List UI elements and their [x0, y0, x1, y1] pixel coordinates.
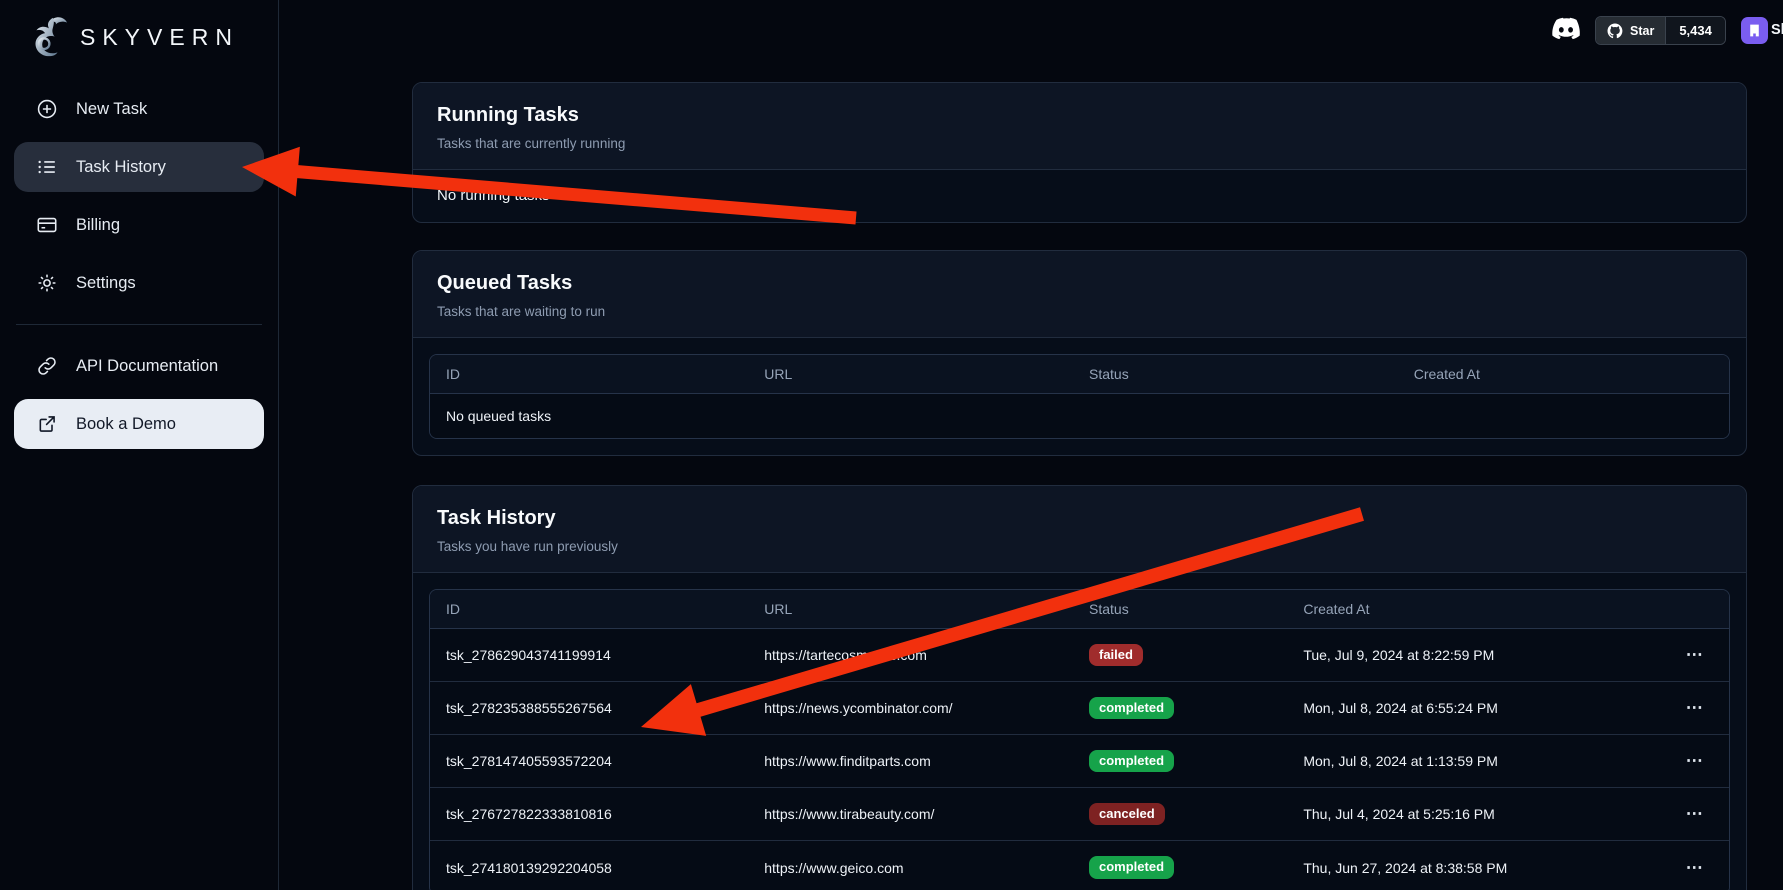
task-url: https://www.finditparts.com [748, 735, 1073, 788]
panel-subtitle: Tasks that are waiting to run [437, 304, 606, 319]
row-actions-button[interactable]: ⋯ [1678, 800, 1712, 828]
queued-tasks-table: ID URL Status Created At No queued tasks [429, 354, 1730, 439]
column-header-status: Status [1073, 355, 1398, 394]
task-id: tsk_276727822333810816 [430, 788, 749, 841]
user-name-clipped: Sk [1771, 22, 1783, 38]
sidebar-item-new-task[interactable]: New Task [14, 84, 264, 134]
external-link-icon [36, 413, 58, 435]
building-icon [1750, 24, 1759, 37]
row-actions-button[interactable]: ⋯ [1678, 747, 1712, 775]
sidebar-item-label: Billing [76, 215, 121, 234]
sidebar-item-label: Book a Demo [76, 414, 176, 433]
task-id: tsk_278235388555267564 [430, 682, 749, 735]
sidebar-item-api-documentation[interactable]: API Documentation [14, 341, 264, 391]
sidebar-item-settings[interactable]: Settings [14, 258, 264, 308]
queued-empty-row: No queued tasks [430, 394, 1729, 438]
panel-title: Running Tasks [437, 104, 579, 126]
sidebar-item-book-a-demo[interactable]: Book a Demo [14, 399, 264, 449]
row-actions-button[interactable]: ⋯ [1678, 854, 1712, 882]
task-id: tsk_274180139292204058 [430, 841, 749, 890]
task-id: tsk_278147405593572204 [430, 735, 749, 788]
running-tasks-empty-message: No running tasks [437, 187, 550, 204]
queued-tasks-header: Queued Tasks Tasks that are waiting to r… [413, 251, 1746, 338]
panel-subtitle: Tasks that are currently running [437, 136, 626, 151]
brand-logo[interactable]: SKYVERN [14, 12, 264, 70]
task-id: tsk_278629043741199914 [430, 629, 749, 682]
task-history-header: Task History Tasks you have run previous… [413, 486, 1746, 573]
status-badge: completed [1089, 749, 1175, 773]
sidebar-item-label: New Task [76, 99, 148, 118]
panel-title: Task History [437, 507, 556, 529]
sidebar-item-label: API Documentation [76, 356, 219, 375]
row-actions-button[interactable]: ⋯ [1678, 694, 1712, 722]
running-tasks-header: Running Tasks Tasks that are currently r… [413, 83, 1746, 170]
github-star-button[interactable]: Star 5,434 [1595, 16, 1726, 45]
task-url: https://news.ycombinator.com/ [748, 682, 1073, 735]
task-created-at: Mon, Jul 8, 2024 at 1:13:59 PM [1287, 735, 1645, 788]
column-header-created-at: Created At [1397, 355, 1729, 394]
task-history-panel: Task History Tasks you have run previous… [412, 485, 1747, 890]
row-actions-button[interactable]: ⋯ [1678, 641, 1712, 669]
column-header-id: ID [430, 590, 749, 629]
sidebar-item-label: Task History [76, 157, 166, 176]
table-header-row: ID URL Status Created At [430, 590, 1729, 629]
column-header-url: URL [748, 590, 1073, 629]
table-header-row: ID URL Status Created At [430, 355, 1729, 394]
panel-subtitle: Tasks you have run previously [437, 539, 618, 554]
gear-icon [36, 272, 58, 294]
task-row[interactable]: tsk_274180139292204058 https://www.geico… [430, 841, 1729, 890]
task-history-table: ID URL Status Created At tsk_27862904374… [429, 589, 1730, 890]
running-tasks-panel: Running Tasks Tasks that are currently r… [412, 82, 1747, 223]
task-created-at: Thu, Jul 4, 2024 at 5:25:16 PM [1287, 788, 1645, 841]
status-badge: failed [1089, 643, 1143, 667]
main-content: Running Tasks Tasks that are currently r… [412, 0, 1747, 890]
task-row[interactable]: tsk_276727822333810816 https://www.tirab… [430, 788, 1729, 841]
sidebar-nav: New Task Task History Billing [14, 84, 264, 457]
task-row[interactable]: tsk_278147405593572204 https://www.findi… [430, 735, 1729, 788]
star-count[interactable]: 5,434 [1665, 17, 1725, 44]
sidebar-item-billing[interactable]: Billing [14, 200, 264, 250]
task-created-at: Mon, Jul 8, 2024 at 6:55:24 PM [1287, 682, 1645, 735]
sidebar: SKYVERN New Task Task History [0, 0, 279, 890]
column-header-id: ID [430, 355, 749, 394]
task-url: https://tartecosmetics.com [748, 629, 1073, 682]
dragon-logo-icon [35, 17, 68, 57]
star-label: Star [1630, 23, 1655, 38]
brand-name: SKYVERN [80, 23, 239, 50]
discord-icon[interactable] [1550, 17, 1582, 43]
column-header-status: Status [1073, 590, 1288, 629]
credit-card-icon [36, 214, 58, 236]
task-row[interactable]: tsk_278235388555267564 https://news.ycom… [430, 682, 1729, 735]
queued-empty-message: No queued tasks [430, 394, 1729, 438]
column-header-created-at: Created At [1287, 590, 1645, 629]
task-row[interactable]: tsk_278629043741199914 https://tartecosm… [430, 629, 1729, 682]
status-badge: canceled [1089, 802, 1165, 826]
sidebar-item-task-history[interactable]: Task History [14, 142, 264, 192]
queued-tasks-panel: Queued Tasks Tasks that are waiting to r… [412, 250, 1747, 456]
status-badge: completed [1089, 856, 1175, 879]
user-avatar[interactable] [1741, 17, 1768, 44]
sidebar-divider [16, 324, 262, 325]
sidebar-item-label: Settings [76, 273, 136, 292]
task-url: https://www.tirabeauty.com/ [748, 788, 1073, 841]
history-table-body: tsk_278629043741199914 https://tartecosm… [430, 629, 1729, 890]
list-icon [36, 156, 58, 178]
task-url: https://www.geico.com [748, 841, 1073, 890]
column-header-actions [1644, 590, 1729, 629]
link-icon [36, 355, 58, 377]
github-icon [1607, 23, 1623, 38]
topbar: Star 5,434 Sk [279, 0, 1783, 60]
plus-circle-icon [36, 98, 58, 120]
task-created-at: Thu, Jun 27, 2024 at 8:38:58 PM [1287, 841, 1645, 890]
task-created-at: Tue, Jul 9, 2024 at 8:22:59 PM [1287, 629, 1645, 682]
panel-title: Queued Tasks [437, 272, 573, 294]
column-header-url: URL [748, 355, 1073, 394]
status-badge: completed [1089, 696, 1175, 720]
